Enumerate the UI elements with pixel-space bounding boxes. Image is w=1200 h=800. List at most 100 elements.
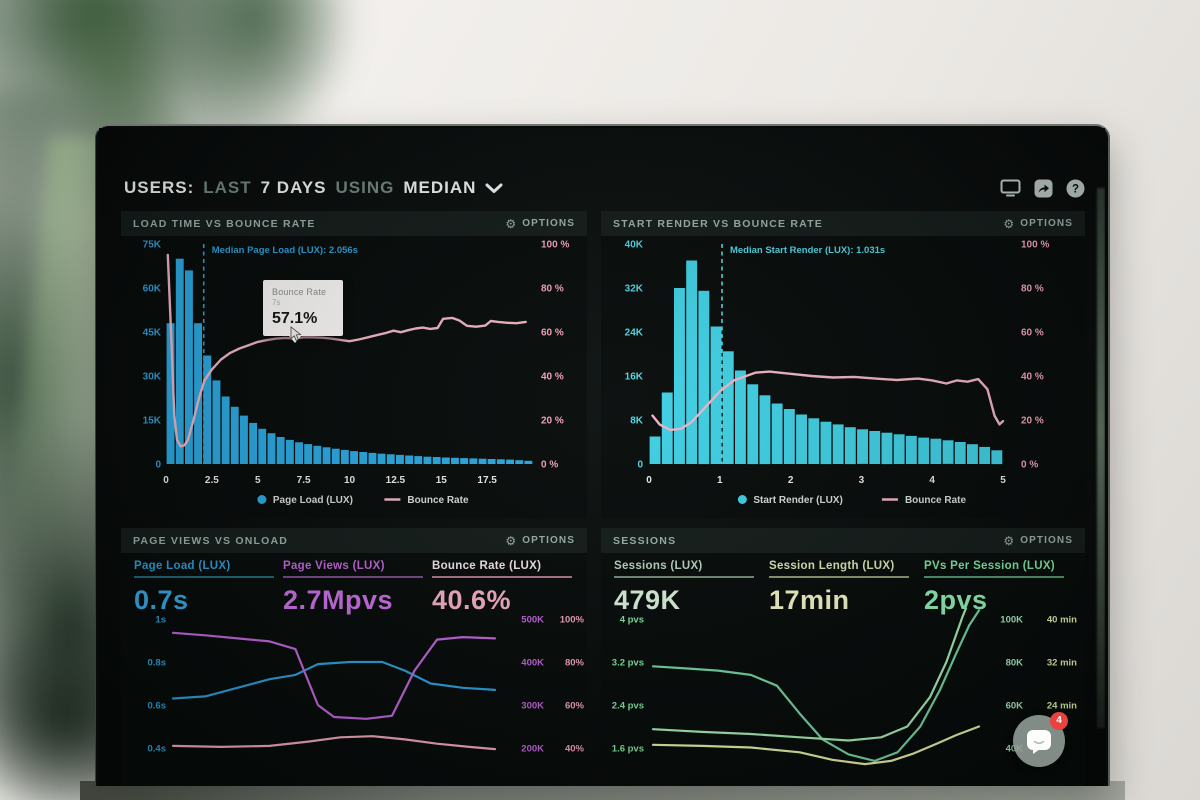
- svg-text:80 %: 80 %: [541, 284, 564, 295]
- svg-text:80K: 80K: [1006, 658, 1024, 669]
- metric-pvs-per-session: PVs Per Session (LUX) 2pvs: [924, 560, 1079, 616]
- svg-text:24K: 24K: [625, 328, 644, 339]
- metric-label: Session Length (LUX): [769, 560, 895, 572]
- options-button[interactable]: ⚙ OPTIONS: [505, 218, 575, 230]
- metric-value: 17min: [769, 585, 850, 615]
- panel-body: 40K 32K 24K 16K 8K 0 100 % 80 % 60 % 40 % 20 % 0 % 0…: [601, 236, 1085, 518]
- svg-text:1: 1: [717, 475, 723, 486]
- gear-icon: ⚙: [1003, 216, 1016, 231]
- svg-text:Bounce Rate: Bounce Rate: [407, 495, 469, 506]
- metric-value: 2.7Mpvs: [283, 585, 394, 615]
- chat-button[interactable]: 4: [1013, 712, 1068, 767]
- options-button[interactable]: ⚙ OPTIONS: [1003, 535, 1073, 547]
- metric-label: Bounce Rate (LUX): [432, 560, 542, 572]
- svg-text:5: 5: [1000, 475, 1006, 486]
- screen-glare: [1097, 188, 1105, 728]
- page-views-chart[interactable]: 1s 0.8s 0.6s 0.4s 500K 100% 400K 80% 300K 60% 200K…: [121, 608, 587, 784]
- svg-text:Page Load (LUX): Page Load (LUX): [273, 495, 353, 506]
- header-toolbar: ?: [1000, 179, 1085, 198]
- metric-session-length: Session Length (LUX) 17min: [769, 560, 924, 616]
- svg-text:60K: 60K: [143, 284, 162, 295]
- svg-text:60%: 60%: [565, 701, 585, 712]
- svg-text:4: 4: [929, 475, 935, 486]
- tooltip-series-label: Bounce Rate: [272, 287, 327, 297]
- metric-sessions: Sessions (LUX) 479K: [614, 560, 769, 616]
- svg-text:17.5: 17.5: [477, 475, 497, 486]
- sessions-chart[interactable]: 4 pvs 3.2 pvs 2.4 pvs 1.6 pvs 100K 40 min 80K 3…: [601, 608, 1085, 784]
- svg-text:32 min: 32 min: [1047, 658, 1077, 669]
- tooltip-x-value: 7s: [272, 298, 281, 307]
- panel-header: START RENDER VS BOUNCE RATE ⚙ OPTIONS: [601, 211, 1085, 236]
- svg-text:2.4 pvs: 2.4 pvs: [612, 701, 644, 712]
- panel-header: PAGE VIEWS VS ONLOAD ⚙ OPTIONS: [121, 528, 587, 553]
- svg-text:100%: 100%: [560, 615, 585, 626]
- notification-badge: 4: [1050, 712, 1068, 730]
- svg-text:?: ?: [1072, 183, 1079, 195]
- options-label: OPTIONS: [522, 535, 575, 546]
- metric-label: PVs Per Session (LUX): [924, 560, 1055, 572]
- header-segment: USING: [335, 178, 395, 197]
- tooltip-value: 57.1%: [272, 310, 318, 327]
- svg-text:8K: 8K: [630, 416, 644, 427]
- panel-start-render: START RENDER VS BOUNCE RATE ⚙ OPTIONS 40…: [601, 211, 1085, 518]
- svg-text:40%: 40%: [565, 744, 585, 755]
- header-segment: USERS:: [124, 178, 195, 197]
- svg-text:15K: 15K: [143, 416, 162, 427]
- svg-text:80%: 80%: [565, 658, 585, 669]
- metric-value: 0.7s: [134, 585, 189, 615]
- metrics-row: Page Load (LUX) 0.7s Page Views (LUX) 2.…: [134, 560, 581, 616]
- chevron-down-icon: [485, 183, 503, 193]
- chat-bubble-icon: [1024, 726, 1054, 756]
- svg-text:5: 5: [255, 475, 261, 486]
- panel-body: Page Load (LUX) 0.7s Page Views (LUX) 2.…: [121, 553, 587, 786]
- metric-label: Page Views (LUX): [283, 560, 385, 572]
- chart-tooltip: Bounce Rate 7s 57.1%: [263, 280, 343, 343]
- svg-text:24 min: 24 min: [1047, 701, 1077, 712]
- svg-text:0: 0: [637, 460, 643, 471]
- svg-text:60K: 60K: [1006, 701, 1024, 712]
- panel-title: LOAD TIME VS BOUNCE RATE: [133, 217, 316, 230]
- help-icon[interactable]: ?: [1066, 179, 1085, 198]
- display-icon[interactable]: [1000, 179, 1021, 197]
- panel-title: PAGE VIEWS VS ONLOAD: [133, 534, 289, 547]
- metric-label: Page Load (LUX): [134, 560, 231, 572]
- options-label: OPTIONS: [1020, 535, 1073, 546]
- metric-label: Sessions (LUX): [614, 560, 703, 572]
- svg-text:2.5: 2.5: [205, 475, 219, 486]
- svg-text:20 %: 20 %: [541, 416, 564, 427]
- panel-body: Sessions (LUX) 479K Session Length (LUX)…: [601, 553, 1085, 786]
- load-time-chart[interactable]: 75K 60K 45K 30K 15K 0 100 % 80 % 60 % 40 % 20 % 0 %…: [121, 236, 587, 518]
- options-label: OPTIONS: [522, 218, 575, 229]
- options-button[interactable]: ⚙ OPTIONS: [1003, 218, 1073, 230]
- share-icon[interactable]: [1034, 179, 1053, 198]
- start-render-chart[interactable]: 40K 32K 24K 16K 8K 0 100 % 80 % 60 % 40 % 20 % 0 % 0…: [601, 236, 1085, 518]
- svg-text:7.5: 7.5: [297, 475, 311, 486]
- svg-text:0: 0: [646, 475, 652, 486]
- svg-text:60 %: 60 %: [541, 328, 564, 339]
- users-filter-dropdown[interactable]: USERS: LAST 7 DAYS USING MEDIAN: [124, 178, 503, 198]
- svg-text:60 %: 60 %: [1021, 328, 1044, 339]
- metric-underline: [432, 576, 572, 578]
- panel-sessions: SESSIONS ⚙ OPTIONS Sessions (LUX) 479K: [601, 528, 1085, 786]
- metric-underline: [924, 576, 1064, 578]
- options-button[interactable]: ⚙ OPTIONS: [505, 535, 575, 547]
- svg-text:40 %: 40 %: [1021, 372, 1044, 383]
- metric-underline: [614, 576, 754, 578]
- svg-text:0 %: 0 %: [541, 460, 558, 471]
- panel-header: LOAD TIME VS BOUNCE RATE ⚙ OPTIONS: [121, 211, 587, 236]
- svg-text:0: 0: [155, 460, 161, 471]
- svg-text:200K: 200K: [521, 744, 544, 755]
- header-segment: MEDIAN: [403, 178, 477, 197]
- panel-title: SESSIONS: [613, 534, 677, 547]
- svg-text:3.2 pvs: 3.2 pvs: [612, 658, 644, 669]
- options-label: OPTIONS: [1020, 218, 1073, 229]
- svg-text:75K: 75K: [143, 240, 162, 251]
- svg-text:16K: 16K: [625, 372, 644, 383]
- svg-text:1.6 pvs: 1.6 pvs: [612, 744, 644, 755]
- svg-text:40K: 40K: [625, 240, 644, 251]
- svg-text:2: 2: [788, 475, 794, 486]
- svg-text:400K: 400K: [521, 658, 544, 669]
- svg-text:40 min: 40 min: [1047, 615, 1077, 626]
- svg-text:0: 0: [163, 475, 169, 486]
- svg-text:100 %: 100 %: [541, 240, 569, 251]
